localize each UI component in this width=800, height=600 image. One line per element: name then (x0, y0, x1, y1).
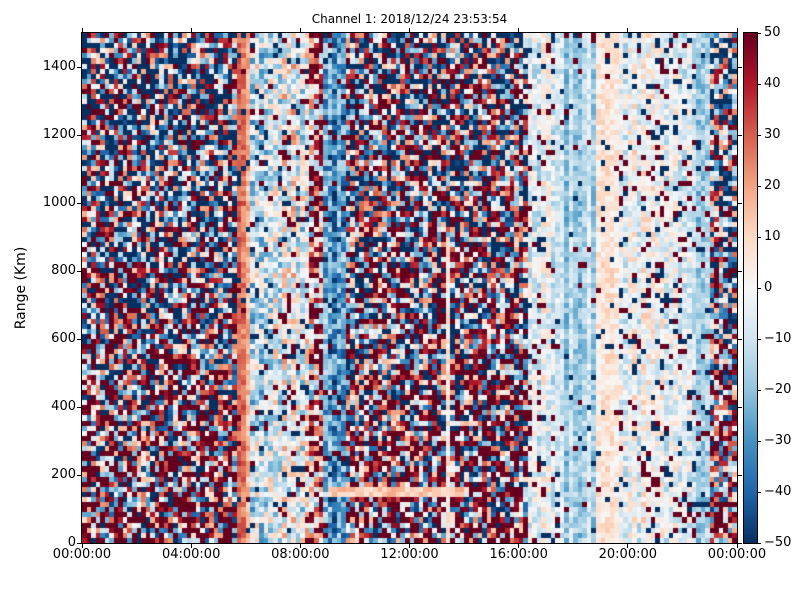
colorbar-tick-mark (758, 542, 761, 544)
y-tick-mark-right (738, 338, 742, 340)
y-tick-mark-right (738, 542, 742, 544)
y-tick-label: 1400 (42, 59, 76, 74)
plot-frame (81, 32, 738, 544)
x-tick-mark (518, 544, 520, 548)
colorbar-tick-label: 0 (764, 280, 773, 295)
colorbar-tick-mark (758, 491, 761, 493)
x-tick-label: 00:00:00 (52, 547, 112, 562)
colorbar-canvas (744, 33, 757, 543)
x-tick-mark (409, 544, 410, 548)
y-tick-label: 600 (51, 331, 76, 346)
x-tick-mark-top (299, 28, 301, 32)
colorbar-tick-label: −10 (764, 331, 792, 346)
y-tick-mark (77, 202, 81, 204)
colorbar-tick-label: 10 (764, 229, 781, 244)
y-tick-mark-right (738, 406, 742, 408)
colorbar-tick-mark (758, 32, 761, 34)
y-tick-mark (77, 270, 81, 272)
y-tick-mark (77, 542, 81, 544)
y-tick-label: 1000 (42, 195, 76, 210)
x-tick-label: 08:00:00 (271, 547, 330, 562)
x-tick-label: 20:00:00 (598, 547, 658, 562)
colorbar-tick-mark (758, 236, 761, 238)
colorbar-tick-mark (758, 287, 761, 289)
y-tick-mark (77, 134, 81, 136)
y-tick-mark-right (738, 134, 742, 136)
y-tick-mark-right (738, 66, 742, 68)
x-tick-mark-top (736, 28, 738, 32)
colorbar-tick-mark (758, 134, 761, 136)
x-tick-label: 04:00:00 (161, 547, 221, 562)
x-tick-mark (190, 544, 192, 548)
colorbar-tick-label: 40 (764, 76, 781, 91)
y-tick-mark (77, 66, 81, 68)
x-tick-mark-top (518, 28, 520, 32)
colorbar-tick-label: −40 (764, 484, 792, 499)
y-tick-mark (77, 406, 81, 408)
y-tick-mark (77, 474, 81, 476)
x-tick-mark-top (190, 28, 192, 32)
y-tick-label: 1200 (42, 127, 76, 142)
y-tick-label: 800 (51, 263, 76, 278)
y-tick-mark-right (738, 474, 742, 476)
heatmap-canvas (82, 33, 737, 543)
colorbar-tick-mark (758, 185, 761, 187)
x-tick-mark-top (81, 28, 83, 32)
colorbar-tick-label: −20 (764, 382, 792, 397)
colorbar-tick-label: 30 (764, 127, 781, 142)
colorbar-frame (743, 32, 758, 544)
x-tick-mark (627, 544, 629, 548)
colorbar-tick-mark (758, 338, 761, 340)
colorbar-tick-mark (758, 440, 761, 442)
y-axis-label: Range (Km) (13, 246, 29, 330)
colorbar-tick-label: −30 (764, 433, 792, 448)
colorbar-tick-mark (758, 389, 761, 391)
colorbar-tick-label: 50 (764, 25, 781, 40)
colorbar-tick-label: −50 (764, 535, 792, 550)
y-tick-label: 400 (51, 399, 76, 414)
colorbar-tick-mark (758, 83, 761, 85)
y-tick-mark (77, 338, 81, 340)
x-tick-label: 12:00:00 (380, 547, 439, 562)
colorbar-tick-label: 20 (764, 178, 781, 193)
y-tick-label: 0 (67, 535, 76, 550)
chart-title: Channel 1: 2018/12/24 23:53:54 (311, 12, 508, 26)
x-tick-label: 00:00:00 (707, 547, 767, 562)
y-tick-label: 200 (51, 467, 76, 482)
y-tick-mark-right (738, 202, 742, 204)
x-tick-mark-top (627, 28, 629, 32)
x-tick-mark (299, 544, 301, 548)
x-tick-mark (81, 544, 83, 548)
x-tick-mark (736, 544, 738, 548)
x-tick-mark-top (409, 28, 410, 32)
x-tick-label: 16:00:00 (489, 547, 548, 562)
y-tick-mark-right (738, 270, 742, 272)
